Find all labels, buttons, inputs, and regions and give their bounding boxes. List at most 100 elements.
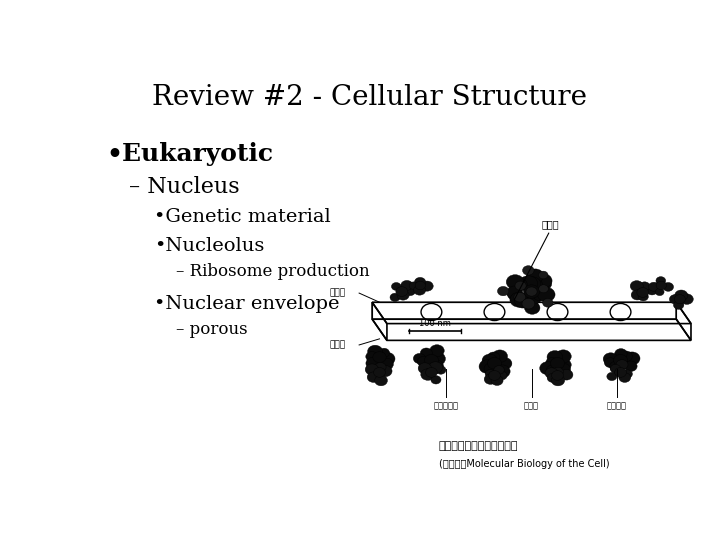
Circle shape — [421, 281, 433, 291]
Circle shape — [543, 299, 553, 307]
Circle shape — [420, 369, 435, 380]
Circle shape — [485, 369, 495, 378]
Text: Review #2 - Cellular Structure: Review #2 - Cellular Structure — [151, 84, 587, 111]
Circle shape — [368, 345, 382, 357]
Text: – Ribosome production: – Ribosome production — [176, 263, 370, 280]
Circle shape — [527, 292, 541, 304]
Circle shape — [552, 375, 564, 386]
Circle shape — [552, 367, 564, 376]
Circle shape — [619, 373, 631, 382]
Circle shape — [552, 370, 564, 380]
Circle shape — [615, 368, 626, 377]
Circle shape — [647, 286, 657, 295]
Circle shape — [431, 376, 441, 384]
Circle shape — [523, 277, 541, 291]
Circle shape — [546, 365, 560, 376]
Text: 病理学体系　２Ａより引用: 病理学体系 ２Ａより引用 — [439, 441, 518, 451]
Circle shape — [533, 289, 548, 301]
Circle shape — [397, 290, 409, 300]
Circle shape — [497, 372, 507, 380]
Circle shape — [675, 290, 688, 301]
Circle shape — [415, 281, 426, 290]
Circle shape — [420, 348, 432, 358]
Circle shape — [526, 278, 542, 291]
Circle shape — [491, 375, 503, 386]
Circle shape — [522, 299, 535, 309]
Text: 内核膜: 内核膜 — [330, 340, 346, 349]
Circle shape — [418, 356, 430, 367]
Circle shape — [637, 288, 649, 298]
Circle shape — [498, 357, 512, 369]
Text: – porous: – porous — [176, 321, 248, 338]
Circle shape — [624, 352, 640, 365]
Circle shape — [533, 284, 547, 295]
Circle shape — [622, 370, 632, 378]
Circle shape — [494, 366, 504, 374]
Circle shape — [539, 271, 548, 279]
Circle shape — [547, 374, 558, 382]
Circle shape — [555, 350, 571, 363]
Circle shape — [523, 266, 534, 275]
Circle shape — [379, 348, 390, 357]
Circle shape — [425, 364, 437, 374]
Circle shape — [547, 350, 563, 363]
Circle shape — [396, 287, 408, 296]
Text: •Nuclear envelope: •Nuclear envelope — [154, 295, 340, 313]
Circle shape — [639, 282, 650, 291]
Circle shape — [655, 288, 664, 295]
Circle shape — [631, 290, 644, 300]
Circle shape — [523, 285, 540, 298]
Circle shape — [426, 368, 437, 377]
Text: 輸造体: 輸造体 — [524, 401, 539, 410]
Circle shape — [366, 352, 378, 362]
Circle shape — [487, 357, 502, 369]
Circle shape — [527, 269, 544, 282]
Circle shape — [510, 292, 528, 307]
Circle shape — [624, 361, 637, 372]
Circle shape — [616, 360, 628, 369]
Circle shape — [557, 359, 571, 370]
Circle shape — [545, 368, 558, 379]
Circle shape — [413, 353, 426, 363]
Circle shape — [526, 287, 537, 296]
Circle shape — [415, 278, 426, 287]
Circle shape — [392, 282, 401, 291]
Circle shape — [506, 275, 524, 289]
Circle shape — [413, 285, 426, 295]
Circle shape — [379, 352, 395, 366]
Circle shape — [374, 362, 386, 372]
Circle shape — [373, 352, 386, 363]
Circle shape — [673, 301, 684, 309]
Circle shape — [538, 279, 552, 290]
Circle shape — [546, 357, 558, 367]
Text: – Nucleus: – Nucleus — [129, 177, 240, 199]
Circle shape — [620, 351, 632, 362]
Circle shape — [365, 364, 379, 375]
Circle shape — [649, 282, 660, 291]
Text: 中心顕粒: 中心顕粒 — [607, 401, 627, 410]
Circle shape — [525, 301, 540, 314]
Circle shape — [390, 293, 400, 301]
Circle shape — [429, 352, 446, 366]
Circle shape — [487, 352, 500, 362]
Text: (原典は、Molecular Biology of the Cell): (原典は、Molecular Biology of the Cell) — [439, 459, 609, 469]
Circle shape — [418, 363, 431, 374]
Circle shape — [610, 364, 621, 373]
Circle shape — [607, 373, 617, 381]
Circle shape — [663, 282, 673, 291]
Text: 100 nm: 100 nm — [419, 319, 451, 328]
Circle shape — [484, 362, 499, 375]
Circle shape — [374, 375, 387, 386]
Circle shape — [670, 294, 680, 304]
Circle shape — [367, 372, 380, 382]
Circle shape — [514, 292, 526, 302]
Text: •Nucleolus: •Nucleolus — [154, 237, 264, 255]
Circle shape — [401, 280, 413, 291]
Text: 核膜孔粒枝: 核膜孔粒枝 — [433, 401, 459, 410]
Circle shape — [489, 370, 500, 380]
Circle shape — [427, 360, 444, 373]
Circle shape — [379, 366, 392, 377]
Circle shape — [615, 349, 627, 359]
Circle shape — [424, 354, 438, 366]
Circle shape — [495, 365, 510, 378]
